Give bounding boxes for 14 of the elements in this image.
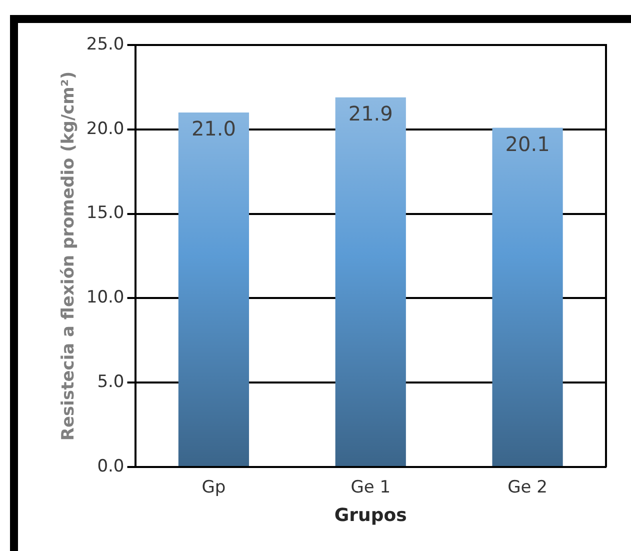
x-axis-title: Grupos: [334, 504, 407, 526]
y-tick-label: 5.0: [97, 372, 124, 392]
y-tick-label: 0.0: [97, 456, 124, 476]
y-axis-title: Resistecia a flexión promedio (kg/cm²): [58, 71, 79, 441]
data-label: 20.1: [505, 132, 550, 156]
data-label: 21.0: [191, 116, 236, 141]
x-tick-label: Ge 2: [508, 478, 548, 498]
x-tick-label: Gp: [202, 478, 226, 498]
y-tick-label: 10.0: [86, 288, 124, 308]
y-tick-label: 15.0: [86, 203, 124, 224]
y-tick-label: 20.0: [86, 118, 124, 139]
x-tick-label: Ge 1: [350, 478, 391, 498]
data-label: 21.9: [348, 102, 393, 126]
y-tick-label: 25.0: [86, 34, 124, 54]
